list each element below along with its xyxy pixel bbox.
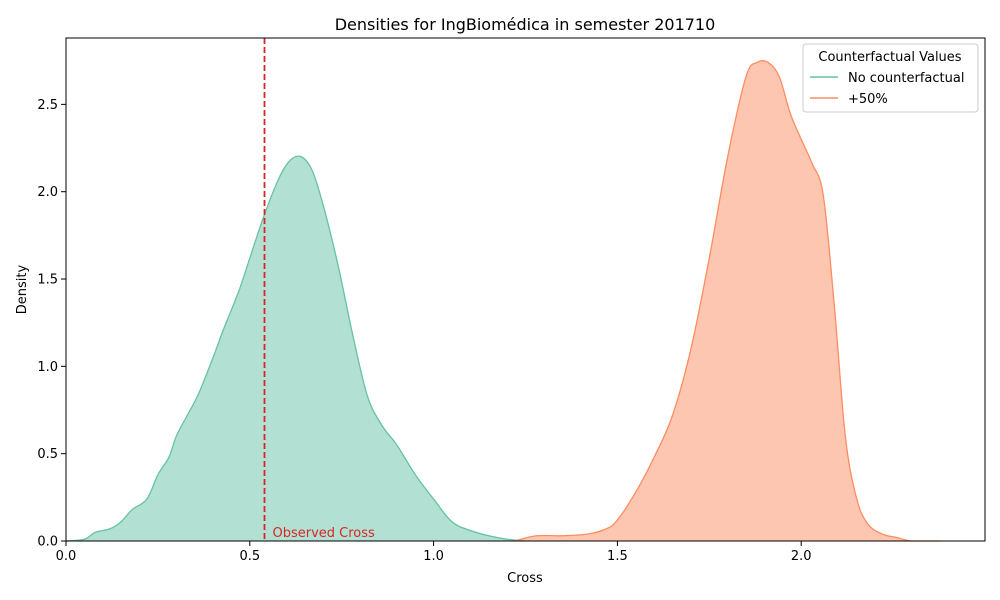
observed-cross-label: Observed Cross xyxy=(273,526,376,541)
x-tick-label: 0.0 xyxy=(56,549,77,564)
x-axis-label: Cross xyxy=(507,571,543,586)
y-axis-label: Density xyxy=(15,264,30,314)
density-line-no-counterfactual xyxy=(65,155,526,542)
legend-label-plus-50: +50% xyxy=(848,92,888,107)
legend-frame xyxy=(802,43,979,113)
legend-label-no-counterfactual: No counterfactual xyxy=(848,71,964,86)
x-tick-label: 0.5 xyxy=(239,549,260,564)
plot-area: Observed Cross 0.0 0.5 1.0 1.5 2.0 0.0 0.5 1.0 1.… xyxy=(37,37,986,564)
density-line-plus-50 xyxy=(514,60,941,542)
y-tick-label: 1.0 xyxy=(37,360,58,375)
legend-title: Counterfactual Values xyxy=(818,50,961,65)
x-tick-label: 1.0 xyxy=(423,549,444,564)
density-area-plus-50 xyxy=(514,60,941,541)
y-tick-label: 0.0 xyxy=(37,535,58,550)
x-tick-label: 1.5 xyxy=(607,549,628,564)
density-area-no-counterfactual xyxy=(66,156,526,542)
y-tick-label: 1.5 xyxy=(37,273,58,288)
x-tick-label: 2.0 xyxy=(791,549,812,564)
y-tick-label: 2.0 xyxy=(37,185,58,200)
chart-title: Densities for IngBiomédica in semester 2… xyxy=(335,15,716,34)
plot-frame xyxy=(65,37,986,542)
y-tick-label: 2.5 xyxy=(37,98,58,113)
y-tick-label: 0.5 xyxy=(37,447,58,462)
legend: Counterfactual Values No counterfactual … xyxy=(802,43,979,113)
